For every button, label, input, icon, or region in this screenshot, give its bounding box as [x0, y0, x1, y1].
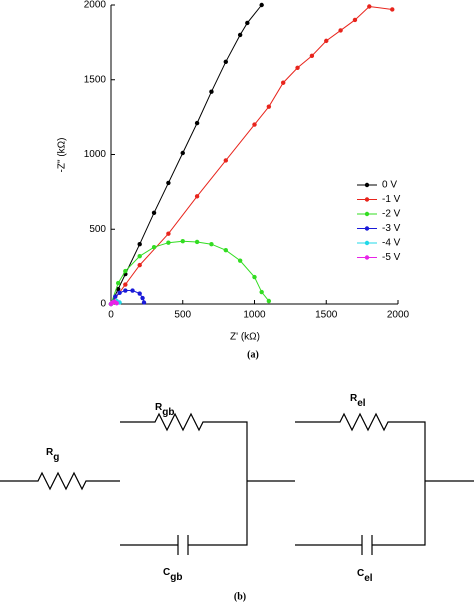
data-point: [151, 210, 157, 216]
data-point: [194, 120, 200, 126]
x-axis-title: Z' (kΩ): [230, 332, 260, 343]
series-line: [110, 5, 393, 305]
legend-marker: [364, 197, 370, 202]
data-point: [140, 295, 145, 301]
component-label: Rel: [350, 393, 366, 409]
data-point: [114, 301, 119, 306]
data-point: [115, 286, 121, 292]
data-point: [281, 80, 286, 85]
legend-label: -5 V: [382, 252, 401, 263]
component-label: Cgb: [163, 567, 182, 583]
x-tick-label: 500: [174, 310, 191, 321]
data-point: [123, 282, 128, 287]
y-tick-label: 0: [100, 299, 106, 310]
label-main: R: [350, 393, 358, 404]
legend-label: -2 V: [382, 209, 401, 220]
label-main: C: [163, 567, 170, 578]
data-point: [180, 150, 185, 156]
x-tick-label: 1000: [243, 310, 266, 321]
y-tick-label: 500: [89, 224, 106, 235]
data-point: [266, 104, 272, 109]
legend-marker: [364, 240, 370, 246]
legend-marker: [364, 226, 370, 231]
data-point: [194, 239, 200, 245]
label-main: R: [46, 447, 54, 458]
legend-marker: [364, 255, 370, 260]
legend-marker: [364, 211, 370, 217]
component-label: Rg: [46, 447, 59, 463]
y-axis-title: -Z" (kΩ): [57, 138, 68, 173]
data-point: [223, 247, 228, 253]
data-point: [123, 268, 128, 274]
data-point: [223, 158, 228, 163]
label-sub: gb: [162, 407, 174, 418]
data-point: [113, 294, 118, 299]
label-sub: el: [357, 398, 366, 409]
data-point: [180, 239, 185, 244]
y-tick-label: 1000: [84, 149, 107, 160]
caption: (b): [234, 591, 246, 602]
data-point: [137, 253, 142, 259]
data-point: [117, 290, 122, 295]
data-point: [390, 7, 395, 12]
y-tick-label: 1500: [84, 74, 107, 85]
data-point: [266, 298, 272, 304]
component-label: Rgb: [155, 402, 174, 418]
data-point: [137, 291, 142, 296]
data-point: [237, 258, 243, 263]
data-point: [209, 242, 214, 247]
caption: (a): [247, 349, 259, 360]
data-point: [309, 53, 315, 59]
data-point: [209, 89, 214, 94]
label-main: C: [357, 568, 364, 579]
series-line: [110, 240, 270, 305]
component-label: Cel: [357, 568, 373, 584]
data-point: [137, 242, 142, 247]
data-point: [295, 65, 300, 70]
x-tick-label: 2000: [387, 310, 410, 321]
data-point: [367, 4, 372, 9]
data-point: [252, 122, 257, 127]
data-point: [338, 28, 343, 33]
data-point: [137, 262, 142, 268]
data-point: [166, 231, 171, 236]
data-point: [324, 38, 329, 44]
label-main: R: [155, 402, 163, 413]
circuit-wires: [0, 412, 474, 555]
data-point: [194, 194, 200, 199]
data-point: [237, 32, 243, 38]
y-tick-label: 2000: [84, 0, 107, 11]
x-tick-label: 0: [108, 310, 114, 321]
label-sub: el: [364, 573, 373, 584]
data-point: [259, 289, 264, 295]
data-point: [123, 288, 128, 293]
data-point: [141, 300, 147, 305]
data-point: [166, 180, 171, 186]
legend-marker: [364, 182, 370, 188]
data-point: [252, 274, 257, 280]
legend-label: 0 V: [382, 180, 397, 191]
data-point: [115, 280, 121, 286]
data-point: [166, 240, 171, 245]
legend-label: -4 V: [382, 238, 401, 249]
label-sub: g: [53, 452, 59, 463]
legend-label: -1 V: [382, 194, 401, 205]
data-point: [130, 288, 135, 293]
data-point: [245, 20, 250, 26]
legend-label: -3 V: [382, 223, 401, 234]
data-point: [259, 2, 264, 8]
data-point: [151, 244, 157, 250]
label-sub: gb: [170, 572, 182, 583]
data-point: [352, 17, 358, 23]
data-point: [223, 59, 228, 65]
x-tick-label: 1500: [315, 310, 338, 321]
